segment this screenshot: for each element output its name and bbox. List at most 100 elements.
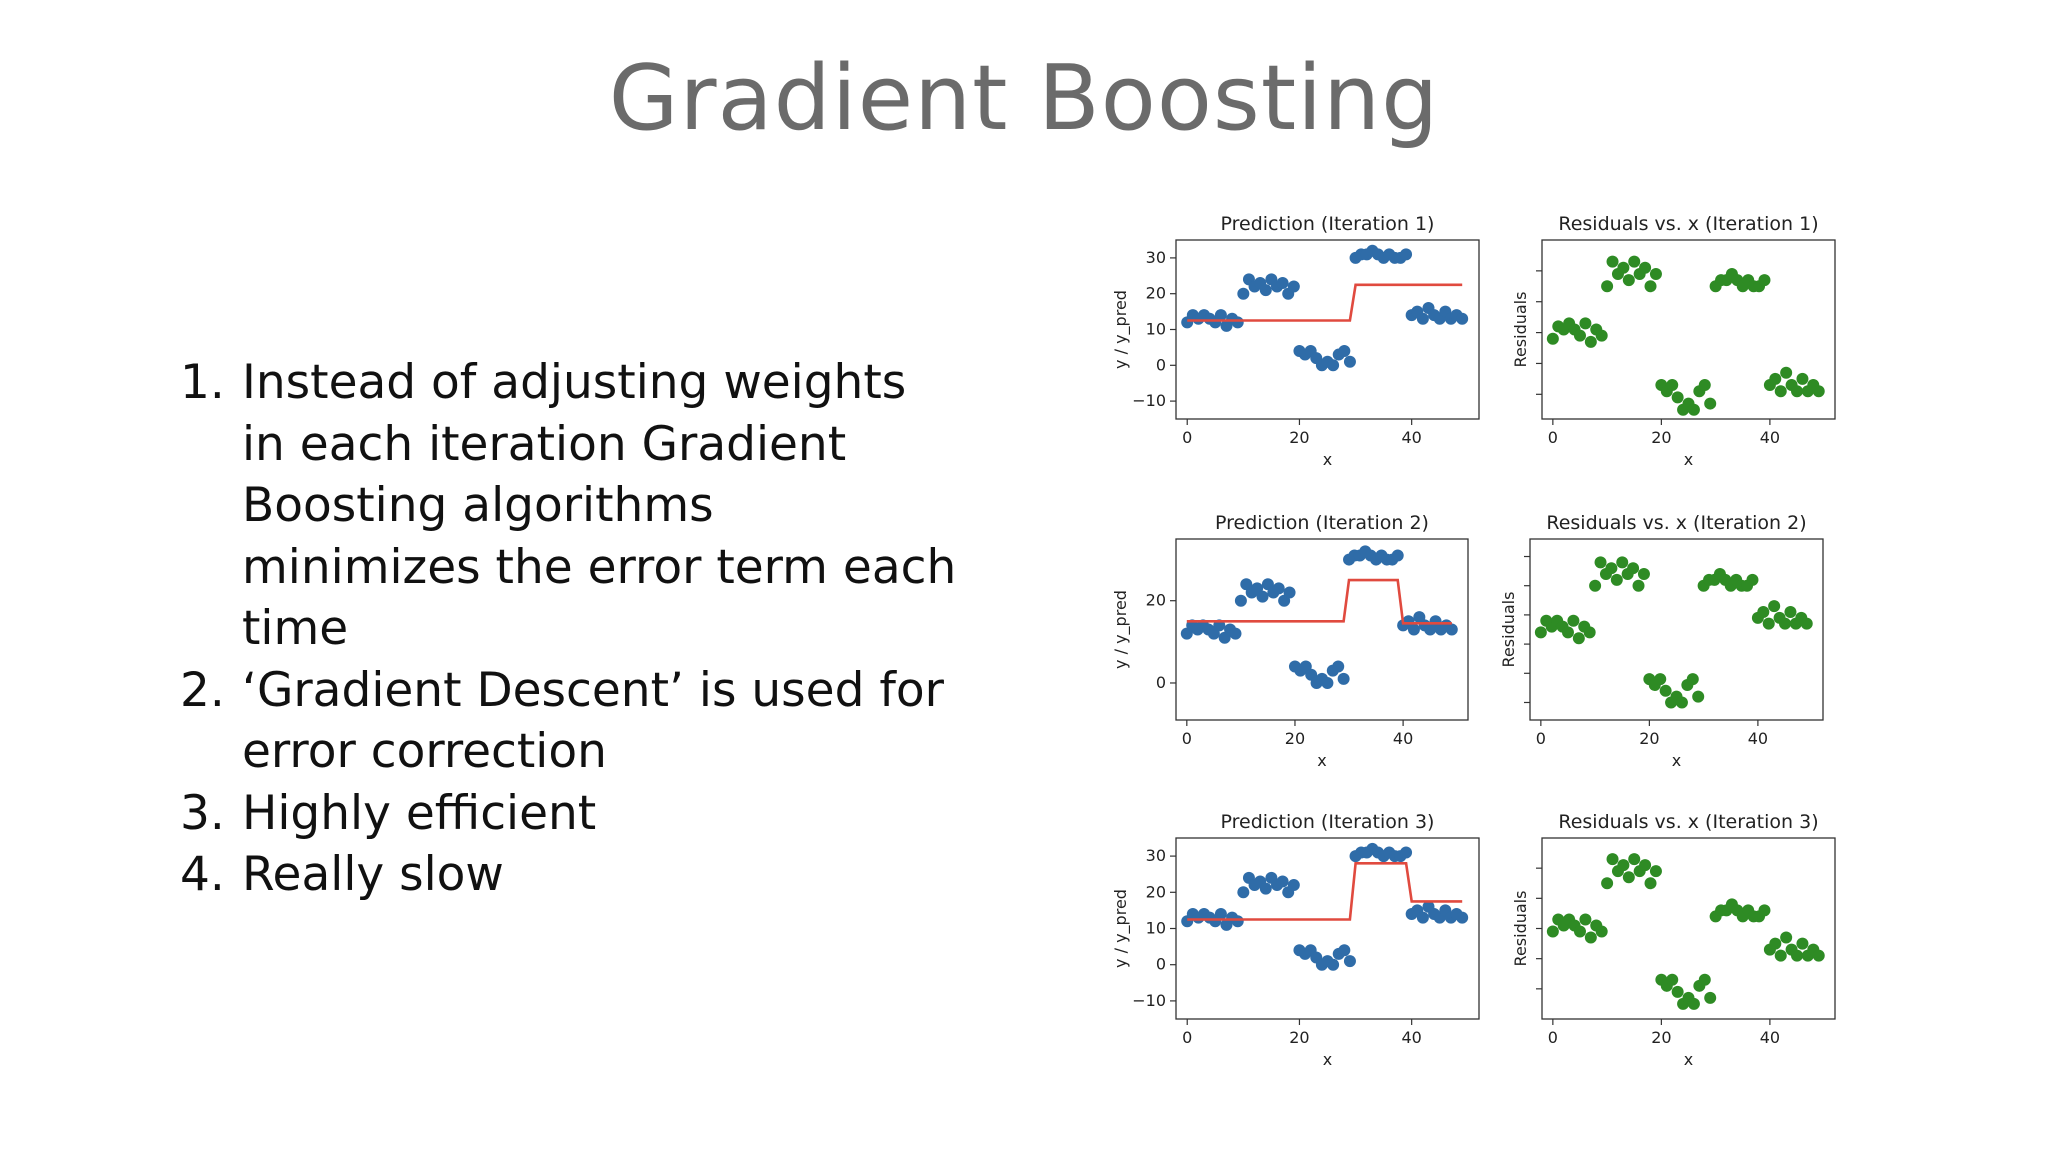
- data-point: [1445, 623, 1458, 636]
- y-tick-label: 30: [1146, 846, 1166, 865]
- plot-frame: [1541, 239, 1836, 420]
- data-point: [1287, 879, 1300, 892]
- data-point: [1231, 316, 1244, 329]
- y-axis-label: Residuals: [1511, 891, 1530, 967]
- data-point: [1579, 913, 1592, 926]
- data-point: [1321, 676, 1334, 689]
- y-tick-label: 10: [1146, 320, 1166, 339]
- data-point: [1534, 626, 1547, 639]
- data-point: [1704, 991, 1717, 1004]
- data-point: [1780, 366, 1793, 379]
- data-point: [1758, 904, 1771, 917]
- data-point: [1622, 871, 1635, 884]
- charts-svg: Prediction (Iteration 1) 0 20 40 −10 0 10 20 30 x…: [1111, 213, 1836, 1069]
- data-point: [1256, 590, 1269, 603]
- data-point: [1400, 248, 1413, 261]
- data-point: [1601, 877, 1614, 890]
- data-point: [1573, 925, 1586, 938]
- data-point: [1687, 403, 1700, 416]
- data-point: [1259, 284, 1272, 297]
- x-tick-label: 20: [1651, 1028, 1671, 1047]
- data-point: [1234, 594, 1247, 607]
- x-axis-label: x: [1684, 450, 1693, 469]
- data-point: [1416, 312, 1429, 325]
- data-point: [1758, 274, 1771, 287]
- y-axis-label: y / y_pred: [1111, 590, 1131, 669]
- data-point: [1628, 255, 1641, 268]
- y-tick-label: 0: [1156, 355, 1166, 374]
- data-point: [1671, 391, 1684, 404]
- x-tick-label: 40: [1401, 428, 1421, 447]
- data-point: [1400, 846, 1413, 859]
- data-point: [1573, 329, 1586, 342]
- data-point: [1214, 309, 1227, 322]
- data-point: [1617, 261, 1630, 274]
- data-point: [1769, 937, 1782, 950]
- data-point: [1583, 626, 1596, 639]
- data-point: [1800, 617, 1813, 630]
- data-point: [1654, 673, 1667, 686]
- data-point: [1644, 280, 1657, 293]
- data-point: [1637, 568, 1650, 581]
- data-point: [1546, 332, 1559, 345]
- data-point: [1774, 385, 1787, 398]
- data-point: [1671, 985, 1684, 998]
- x-tick-label: 40: [1760, 428, 1780, 447]
- data-point: [1237, 287, 1250, 300]
- data-point: [1812, 385, 1825, 398]
- data-point: [1627, 562, 1640, 575]
- data-point: [1407, 623, 1420, 636]
- bullet-item: 1. Instead of adjusting weights in each i…: [180, 352, 960, 660]
- chart-title: Prediction (Iteration 1): [1221, 213, 1435, 235]
- data-point: [1812, 949, 1825, 962]
- data-point: [1561, 626, 1574, 639]
- bullet-text: Really slow: [242, 847, 504, 902]
- data-point: [1632, 579, 1645, 592]
- y-axis-label: y / y_pred: [1111, 889, 1131, 968]
- data-point: [1649, 267, 1662, 280]
- data-point: [1779, 617, 1792, 630]
- y-axis-label: Residuals: [1499, 592, 1518, 668]
- data-point: [1644, 877, 1657, 890]
- data-point: [1572, 632, 1585, 645]
- data-point: [1601, 280, 1614, 293]
- data-point: [1606, 255, 1619, 268]
- data-point: [1231, 915, 1244, 928]
- x-axis-label: x: [1323, 450, 1332, 469]
- data-point: [1327, 958, 1340, 971]
- data-point: [1584, 931, 1597, 944]
- chart-panel: Prediction (Iteration 1) 0 20 40 −10 0 10 20 30 x…: [1111, 213, 1480, 469]
- data-point: [1343, 355, 1356, 368]
- data-point: [1272, 582, 1285, 595]
- data-point: [1610, 573, 1623, 586]
- data-point: [1338, 944, 1351, 957]
- x-axis-label: x: [1323, 1050, 1332, 1069]
- prediction-line: [1186, 578, 1452, 625]
- y-tick-label: 30: [1146, 248, 1166, 267]
- data-point: [1686, 673, 1699, 686]
- data-point: [1595, 329, 1608, 342]
- bullet-number: 1.: [180, 355, 225, 410]
- data-point: [1595, 925, 1608, 938]
- bullet-number: 2.: [180, 662, 225, 718]
- chart-title: Prediction (Iteration 3): [1221, 811, 1435, 833]
- bullet-number: 4.: [180, 847, 225, 902]
- data-point: [1698, 973, 1711, 986]
- x-tick-label: 20: [1285, 729, 1305, 748]
- data-point: [1605, 562, 1618, 575]
- chart-title: Residuals vs. x (Iteration 1): [1558, 213, 1818, 235]
- data-point: [1606, 853, 1619, 866]
- bullet-item: 2. ‘Gradient Descent’ is used for error c…: [180, 660, 960, 783]
- data-point: [1687, 997, 1700, 1010]
- bullet-text: Highly efficient: [242, 785, 597, 841]
- data-point: [1622, 274, 1635, 287]
- x-tick-label: 0: [1536, 729, 1546, 748]
- data-point: [1337, 672, 1350, 685]
- data-point: [1639, 261, 1652, 274]
- data-point: [1617, 859, 1630, 872]
- x-tick-label: 0: [1548, 428, 1558, 447]
- data-point: [1214, 908, 1227, 921]
- data-point: [1746, 573, 1759, 586]
- bullet-item: 3. Highly efficient: [180, 783, 960, 845]
- data-point: [1456, 911, 1469, 924]
